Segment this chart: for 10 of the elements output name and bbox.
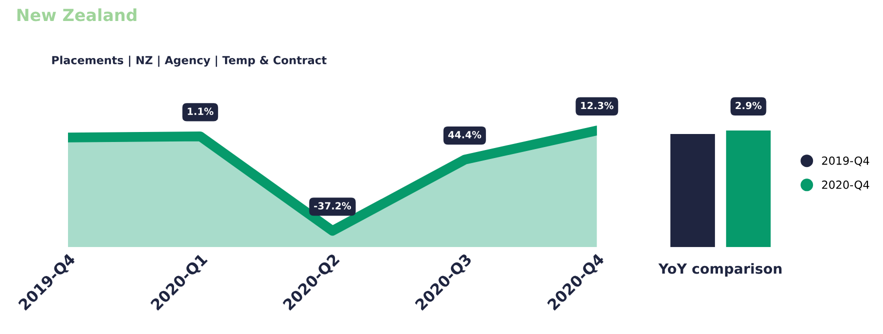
annotation: 1.1% bbox=[188, 108, 214, 116]
text: 2.9% bbox=[736, 102, 762, 110]
annotation: -37.2% bbox=[314, 202, 352, 210]
annotation: 44.4% bbox=[448, 131, 482, 138]
annotation: 12.3% bbox=[581, 102, 614, 110]
legend-label: 2020-Q4 bbox=[822, 180, 870, 190]
legend-label: 2019-Q4 bbox=[822, 156, 870, 166]
chart-subtitle: Placements | NZ | Agency | Temp & Contract bbox=[52, 56, 327, 67]
chart-title: New Zealand bbox=[17, 8, 136, 22]
x-axis-title: YoY comparison bbox=[658, 263, 782, 277]
